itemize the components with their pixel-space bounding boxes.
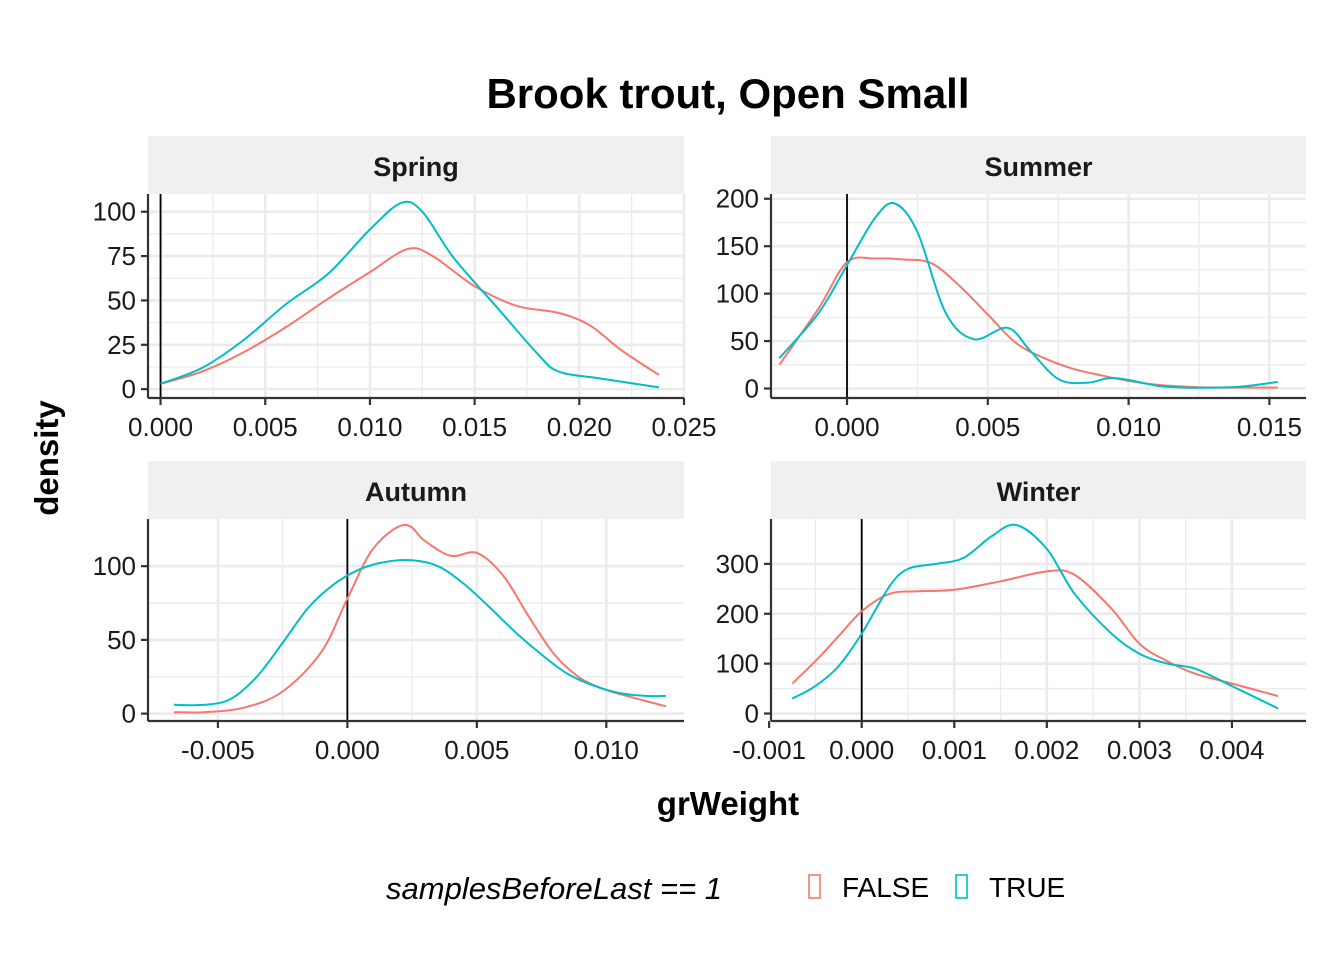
x-tick-label: 0.005 <box>955 412 1020 442</box>
density-line-false <box>173 523 667 714</box>
y-tick-label: 200 <box>716 184 759 214</box>
chart-title: Brook trout, Open Small <box>486 70 969 117</box>
density-line-true <box>778 202 1278 389</box>
legend: samplesBeforeLast == 1 FALSE TRUE <box>386 871 1065 906</box>
legend-label: TRUE <box>989 872 1065 903</box>
x-tick-label: 0.002 <box>1014 735 1079 765</box>
legend-title: samplesBeforeLast == 1 <box>386 871 722 906</box>
facet-panel-summer: Summer 0.000 0.005 0.010 0.015 0 50 100 150 200 <box>716 136 1306 442</box>
strip-background <box>148 136 684 194</box>
density-line-false <box>791 569 1279 698</box>
y-tick-label: 150 <box>716 231 759 261</box>
minor-gridlines <box>148 519 684 721</box>
x-tick-label: 0.001 <box>922 735 987 765</box>
y-tick-label: 50 <box>107 625 136 655</box>
density-line-false <box>160 247 660 385</box>
y-tick-label: 100 <box>716 649 759 679</box>
legend-key <box>808 874 821 899</box>
facet-panel-autumn: Autumn -0.005 0.000 0.005 0.010 0 50 100 <box>93 461 684 765</box>
x-tick-label: -0.001 <box>732 735 806 765</box>
x-tick-label: 0.010 <box>574 735 639 765</box>
minor-gridlines <box>148 194 684 398</box>
y-axis-title: density <box>28 400 65 516</box>
x-tick-label: 0.000 <box>315 735 380 765</box>
density-line-true <box>173 558 666 707</box>
legend-label: FALSE <box>842 872 929 903</box>
density-line-true <box>160 200 660 389</box>
x-tick-label: 0.010 <box>337 412 402 442</box>
strip-label: Winter <box>997 477 1081 507</box>
x-tick-label: 0.004 <box>1199 735 1264 765</box>
density-line-true <box>791 523 1279 710</box>
y-tick-label: 100 <box>716 279 759 309</box>
strip-background <box>771 461 1306 519</box>
y-tick-label: 200 <box>716 599 759 629</box>
legend-entry-false: FALSE <box>808 872 929 903</box>
strip-background <box>771 136 1306 194</box>
facet-panels: Spring 0.000 0.005 0.010 0.015 0.020 0.025 0 25 5… <box>93 136 1306 765</box>
x-tick-label: 0.003 <box>1107 735 1172 765</box>
x-tick-label: 0.005 <box>444 735 509 765</box>
y-tick-label: 50 <box>730 326 759 356</box>
y-tick-label: 50 <box>107 285 136 315</box>
facet-panel-winter: Winter -0.001 0.000 0.001 0.002 0.003 0.004 0 10… <box>716 461 1306 765</box>
facet-panel-spring: Spring 0.000 0.005 0.010 0.015 0.020 0.025 0 25 5… <box>93 136 717 442</box>
x-tick-label: 0.000 <box>814 412 879 442</box>
y-tick-label: 300 <box>716 549 759 579</box>
x-tick-label: 0.010 <box>1096 412 1161 442</box>
strip-background <box>148 461 684 519</box>
y-tick-label: 0 <box>122 699 136 729</box>
strip-label: Autumn <box>365 477 467 507</box>
minor-gridlines <box>771 194 1306 398</box>
x-tick-label: 0.015 <box>442 412 507 442</box>
x-tick-label: 0.025 <box>651 412 716 442</box>
x-tick-label: 0.015 <box>1237 412 1302 442</box>
y-tick-label: 0 <box>745 699 759 729</box>
x-tick-label: 0.020 <box>547 412 612 442</box>
legend-entry-true: TRUE <box>955 872 1065 903</box>
strip-label: Spring <box>373 152 459 182</box>
y-tick-label: 100 <box>93 551 136 581</box>
density-line-false <box>778 256 1278 389</box>
legend-key <box>955 874 968 899</box>
x-axis-title: grWeight <box>657 785 799 822</box>
y-tick-label: 100 <box>93 197 136 227</box>
y-tick-label: 0 <box>745 374 759 404</box>
x-tick-label: -0.005 <box>181 735 255 765</box>
y-tick-label: 25 <box>107 330 136 360</box>
strip-label: Summer <box>984 152 1093 182</box>
x-tick-label: 0.005 <box>233 412 298 442</box>
minor-gridlines <box>771 519 1306 721</box>
y-tick-label: 75 <box>107 241 136 271</box>
y-tick-label: 0 <box>122 374 136 404</box>
x-tick-label: 0.000 <box>128 412 193 442</box>
x-tick-label: 0.000 <box>829 735 894 765</box>
